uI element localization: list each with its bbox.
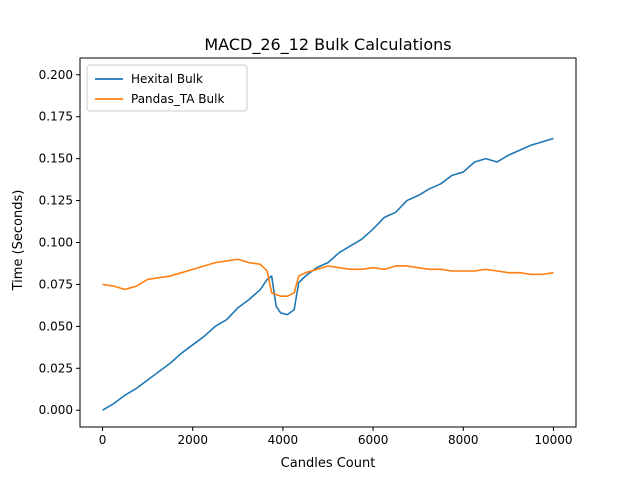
series-line-2 (102, 258, 554, 297)
x-tick-label: 2000 (177, 433, 208, 447)
y-tick-label: 0.025 (39, 361, 73, 375)
legend-label: Pandas_TA Bulk (131, 92, 224, 106)
y-tick-label: 0.150 (39, 152, 73, 166)
y-tick-label: 0.000 (39, 403, 73, 417)
legend: Hexital Bulk Pandas_TA Bulk (86, 64, 248, 112)
legend-label: Hexital Bulk (131, 72, 203, 86)
x-tick-label: 0 (99, 433, 107, 447)
y-tick-label: 0.175 (39, 110, 73, 124)
y-tick-label: 0.200 (39, 68, 73, 82)
y-tick-label: 0.050 (39, 319, 73, 333)
x-axis-label: Candles Count (281, 456, 376, 471)
legend-box (86, 64, 248, 112)
series-line-1 (102, 137, 554, 411)
y-tick-label: 0.100 (39, 236, 73, 250)
x-tick-label: 10000 (534, 433, 572, 447)
x-axis: 0 2000 4000 6000 8000 10000 (99, 427, 573, 447)
plot-frame (79, 57, 577, 428)
x-tick-label: 8000 (448, 433, 479, 447)
y-tick-label: 0.125 (39, 194, 73, 208)
x-tick-label: 6000 (358, 433, 389, 447)
chart-title: MACD_26_12 Bulk Calculations (204, 35, 451, 55)
y-axis: 0.000 0.025 0.050 0.075 0.100 0.125 0.150 0.175… (39, 68, 80, 417)
plot-area (102, 137, 554, 411)
y-axis-label: Time (Seconds) (11, 190, 26, 292)
y-tick-label: 0.075 (39, 277, 73, 291)
x-tick-label: 4000 (268, 433, 299, 447)
